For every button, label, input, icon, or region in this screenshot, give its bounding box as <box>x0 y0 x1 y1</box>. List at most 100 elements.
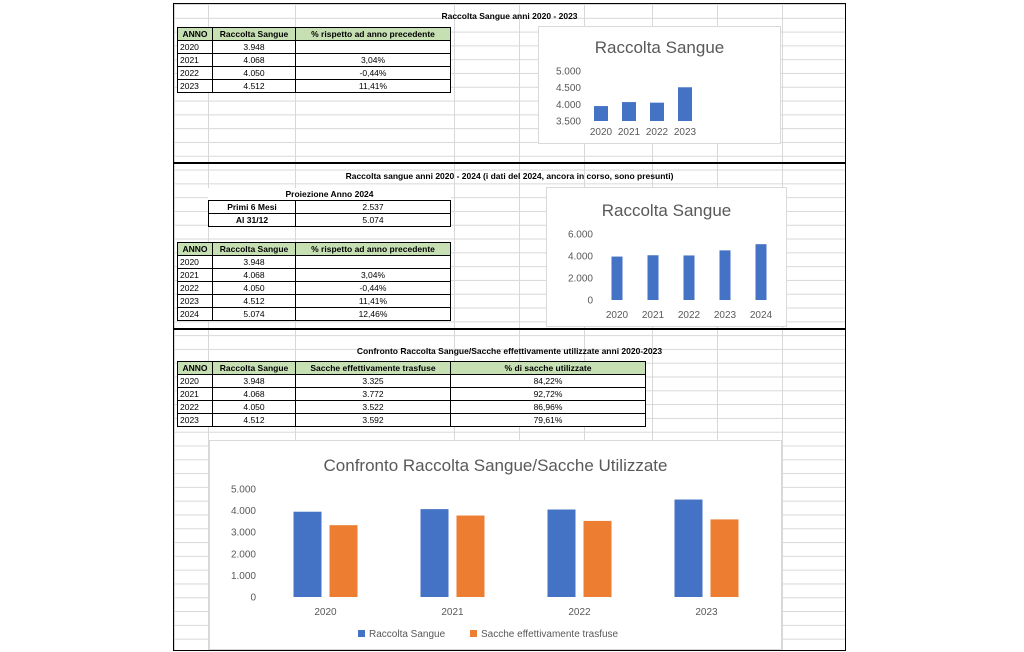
cell[interactable]: 2022 <box>177 281 213 295</box>
cell[interactable]: 5.074 <box>212 307 296 321</box>
legend-label: Sacche effettivamente trasfuse <box>481 629 619 640</box>
cell[interactable]: 4.512 <box>212 294 296 308</box>
x-tick-label: 2020 <box>314 607 337 618</box>
cell[interactable]: 5.074 <box>295 213 451 227</box>
section3-table: ANNO Raccolta Sangue Sacche effettivamen… <box>177 361 646 427</box>
cell[interactable]: 3.948 <box>212 374 296 388</box>
cell[interactable]: 92,72% <box>450 387 646 401</box>
cell[interactable]: 2021 <box>177 53 213 67</box>
cell[interactable]: 2021 <box>177 268 213 282</box>
bar <box>611 256 623 300</box>
y-tick-label: 1.000 <box>231 571 256 582</box>
cell[interactable]: 4.068 <box>212 53 296 67</box>
cell[interactable]: Primi 6 Mesi <box>208 200 296 214</box>
cell[interactable] <box>295 255 451 269</box>
bar <box>456 515 485 597</box>
cell[interactable]: 3.522 <box>295 400 451 414</box>
cell[interactable]: 84,22% <box>450 374 646 388</box>
cell[interactable]: 4.050 <box>212 400 296 414</box>
bar <box>678 87 692 121</box>
cell[interactable]: 3.948 <box>212 255 296 269</box>
y-tick-label: 2.000 <box>231 549 256 560</box>
chart-2[interactable]: Raccolta Sangue 0 2.000 4.000 6.000 2020 2021 2… <box>546 187 787 327</box>
cell[interactable]: 3.772 <box>295 387 451 401</box>
x-tick-label: 2022 <box>568 607 591 618</box>
section2-title: Raccolta sangue anni 2020 - 2024 (i dati… <box>345 171 674 181</box>
table-row: 2023 4.512 11,41% <box>177 79 451 93</box>
table-row: 2022 4.050 -0,44% <box>177 281 451 295</box>
col-header-percent: % rispetto ad anno precedente <box>295 242 451 256</box>
cell[interactable]: 79,61% <box>450 413 646 427</box>
bar <box>547 509 576 597</box>
cell[interactable]: 3.592 <box>295 413 451 427</box>
table-row: 2022 4.050 3.522 86,96% <box>177 400 646 414</box>
y-tick-label: 4.000 <box>556 100 581 111</box>
cell[interactable] <box>295 40 451 54</box>
cell[interactable]: 2.537 <box>295 200 451 214</box>
col-header-percent: % rispetto ad anno precedente <box>295 27 451 41</box>
cell[interactable]: Al 31/12 <box>208 213 296 227</box>
cell[interactable]: -0,44% <box>295 281 451 295</box>
x-tick-label: 2024 <box>750 310 773 321</box>
y-tick-label: 3.000 <box>231 528 256 539</box>
cell[interactable]: -0,44% <box>295 66 451 80</box>
cell[interactable]: 3,04% <box>295 53 451 67</box>
cell[interactable]: 4.512 <box>212 79 296 93</box>
cell[interactable]: 2020 <box>177 40 213 54</box>
chart-title: Raccolta Sangue <box>602 201 731 220</box>
x-tick-label: 2020 <box>606 310 629 321</box>
section3-title: Confronto Raccolta Sangue/Sacche effetti… <box>356 346 663 356</box>
bar <box>719 250 731 300</box>
table-row: 2021 4.068 3,04% <box>177 53 451 67</box>
cell[interactable]: 3.948 <box>212 40 296 54</box>
cell[interactable]: 2024 <box>177 307 213 321</box>
table-row: 2021 4.068 3.772 92,72% <box>177 387 646 401</box>
cell[interactable]: 2022 <box>177 400 213 414</box>
col-header-raccolta: Raccolta Sangue <box>212 27 296 41</box>
cell[interactable]: 2023 <box>177 413 213 427</box>
table-row: 2021 4.068 3,04% <box>177 268 451 282</box>
cell[interactable]: 2023 <box>177 294 213 308</box>
x-tick-label: 2023 <box>674 127 697 138</box>
table-row: 2024 5.074 12,46% <box>177 307 451 321</box>
y-tick-label: 4.000 <box>231 506 256 517</box>
table-row: 2023 4.512 3.592 79,61% <box>177 413 646 427</box>
cell[interactable]: 2021 <box>177 387 213 401</box>
section-divider <box>174 162 845 164</box>
bar <box>293 511 322 597</box>
table-row: Al 31/12 5.074 <box>208 213 451 227</box>
col-header-anno: ANNO <box>177 27 213 41</box>
bar <box>755 244 767 300</box>
chart-1-svg: Raccolta Sangue 3.500 4.000 4.500 5.000 2020 2… <box>556 38 724 138</box>
bar <box>622 102 636 121</box>
y-tick-label: 6.000 <box>568 230 593 241</box>
y-tick-label: 4.000 <box>568 252 593 263</box>
cell[interactable]: 4.068 <box>212 268 296 282</box>
cell[interactable]: 4.050 <box>212 281 296 295</box>
chart-1[interactable]: Raccolta Sangue 3.500 4.000 4.500 5.000 2020 2… <box>538 26 781 144</box>
bar <box>594 106 608 121</box>
cell[interactable]: 2023 <box>177 79 213 93</box>
cell[interactable]: 11,41% <box>295 79 451 93</box>
chart-2-svg: Raccolta Sangue 0 2.000 4.000 6.000 2020 2021 2… <box>568 201 773 321</box>
bar <box>650 102 664 121</box>
cell[interactable]: 4.050 <box>212 66 296 80</box>
cell[interactable]: 3,04% <box>295 268 451 282</box>
legend-label: Raccolta Sangue <box>369 629 446 640</box>
x-tick-label: 2021 <box>441 607 464 618</box>
cell[interactable]: 12,46% <box>295 307 451 321</box>
col-header-anno: ANNO <box>177 242 213 256</box>
y-tick-label: 5.000 <box>231 485 256 496</box>
chart-3[interactable]: Confronto Raccolta Sangue/Sacche Utilizz… <box>209 440 782 650</box>
section1-title: Raccolta Sangue anni 2020 - 2023 <box>441 11 578 21</box>
bar <box>683 255 695 300</box>
cell[interactable]: 86,96% <box>450 400 646 414</box>
cell[interactable]: 4.068 <box>212 387 296 401</box>
cell[interactable]: 3.325 <box>295 374 451 388</box>
y-tick-label: 2.000 <box>568 274 593 285</box>
cell[interactable]: 2020 <box>177 255 213 269</box>
cell[interactable]: 2022 <box>177 66 213 80</box>
cell[interactable]: 11,41% <box>295 294 451 308</box>
cell[interactable]: 4.512 <box>212 413 296 427</box>
cell[interactable]: 2020 <box>177 374 213 388</box>
